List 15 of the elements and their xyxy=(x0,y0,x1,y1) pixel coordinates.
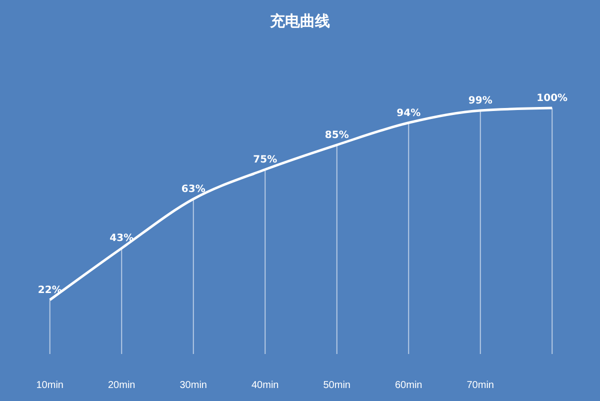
chart-title: 充电曲线 xyxy=(269,12,330,30)
data-label: 94% xyxy=(396,108,421,119)
data-label: 43% xyxy=(110,233,134,244)
data-label: 99% xyxy=(468,95,492,106)
x-tick-label: 70min xyxy=(466,380,494,391)
x-tick-label: 60min xyxy=(395,380,422,391)
x-tick-label: 50min xyxy=(323,380,350,391)
x-tick-label: 20min xyxy=(108,380,136,391)
x-tick-label: 40min xyxy=(252,380,279,391)
data-label: 63% xyxy=(181,184,206,196)
data-label: 85% xyxy=(324,130,349,141)
x-tick-label: 30min xyxy=(180,380,207,391)
data-label: 100% xyxy=(536,93,568,104)
data-label: 75% xyxy=(253,154,278,166)
x-tick-label: 10min xyxy=(36,380,64,391)
